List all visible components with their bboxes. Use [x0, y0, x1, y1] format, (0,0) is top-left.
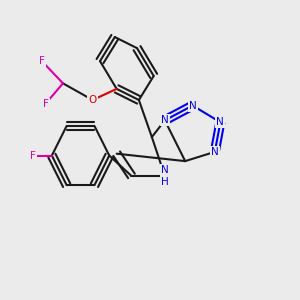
Text: N: N [217, 117, 224, 127]
Text: N
H: N H [161, 165, 169, 187]
Text: O: O [88, 95, 97, 105]
Text: N: N [161, 116, 169, 125]
Text: F: F [39, 56, 45, 66]
Text: F: F [30, 151, 36, 160]
Text: N: N [211, 147, 219, 157]
Text: F: F [43, 99, 49, 109]
Text: N: N [189, 100, 196, 111]
